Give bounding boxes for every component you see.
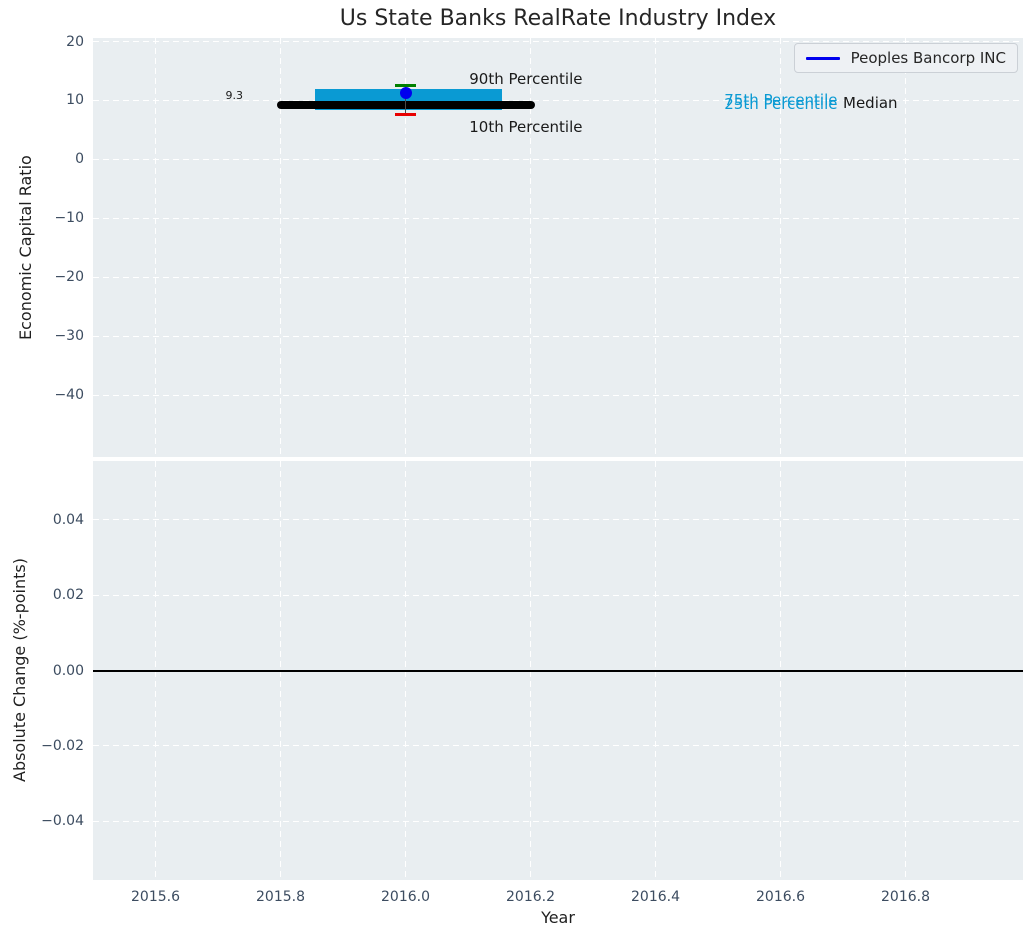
x-tick-label-2016.0: 2016.0 [381, 889, 430, 905]
y-tick-label-20: −20 [54, 269, 84, 286]
gridline-y-30 [93, 335, 1023, 337]
axes-economic-capital-ratio: Peoples Bancorp INC 90th Percentile 10th … [93, 38, 1023, 457]
y-tick-label-0-02: 0.02 [52, 587, 84, 603]
gridline-y-40 [93, 394, 1023, 396]
y-tick-label-0-02: −0.02 [41, 737, 84, 754]
gridline-y-10 [93, 99, 1023, 101]
annotation-10th-percentile: 10th Percentile [469, 117, 583, 136]
y-tick-label-0-04: −0.04 [41, 813, 84, 830]
axes-absolute-change [93, 461, 1023, 880]
x-tick-label-2016.6: 2016.6 [756, 889, 805, 905]
annotation-90th-percentile: 90th Percentile [469, 70, 583, 89]
x-tick-label-2015.8: 2015.8 [256, 889, 305, 905]
chart-title: Us State Banks RealRate Industry Index [339, 6, 777, 31]
x-axis-label-year: Year [541, 908, 575, 927]
y-tick-label-10: −10 [54, 210, 84, 227]
gridline-x-2016.0 [405, 38, 406, 457]
gridline-y-20 [93, 276, 1023, 278]
x-tick-label-2015.6: 2015.6 [131, 889, 180, 905]
gridline-x-2015.8 [280, 38, 281, 457]
gridline-x-2015.6 [155, 38, 156, 457]
y-tick-label-10: 10 [66, 92, 84, 109]
y-tick-label-0: 0 [75, 151, 84, 168]
y-tick-label-0-04: 0.04 [52, 511, 84, 528]
x-tick-label-2016.2: 2016.2 [506, 889, 555, 905]
legend-label: Peoples Bancorp INC [850, 49, 1006, 67]
y-tick-label-0-00: 0.00 [52, 662, 84, 679]
y-tick-label-30: −30 [54, 328, 84, 345]
whisker-line [404, 85, 407, 114]
gridline-y-0-04 [93, 519, 1023, 520]
x-tick-label-2016.4: 2016.4 [631, 889, 680, 905]
legend-line-icon [805, 56, 840, 60]
company-point [399, 86, 412, 99]
gridline-x-2016.4 [655, 38, 656, 457]
annotation-75th-percentile: 75th Percentile [724, 91, 838, 110]
gridline-y-0 [93, 158, 1023, 160]
gridline-x-2016.8 [905, 38, 906, 457]
gridline-y-0-02 [93, 745, 1023, 747]
annotation-25th-percentile: 25th Percentile [724, 94, 838, 113]
x-tick-label-2016.8: 2016.8 [881, 889, 930, 905]
gridline-y-0-04 [93, 820, 1023, 822]
y-tick-label-40: −40 [54, 387, 84, 404]
whisker-cap-90th [394, 84, 417, 88]
zero-line [93, 669, 1023, 672]
whisker-cap-10th [394, 112, 417, 116]
gridline-x-2016.2 [530, 38, 531, 457]
annotation-9-3: 9.3 [225, 88, 244, 102]
annotation-median: Median [843, 94, 898, 113]
gridline-y-0-02 [93, 594, 1023, 596]
gridline-x-2016.6 [780, 38, 781, 457]
legend: Peoples Bancorp INC [793, 43, 1018, 73]
gridline-y-20 [93, 41, 1023, 43]
gridline-y-10 [93, 217, 1023, 219]
y-tick-label-20: 20 [66, 33, 84, 50]
